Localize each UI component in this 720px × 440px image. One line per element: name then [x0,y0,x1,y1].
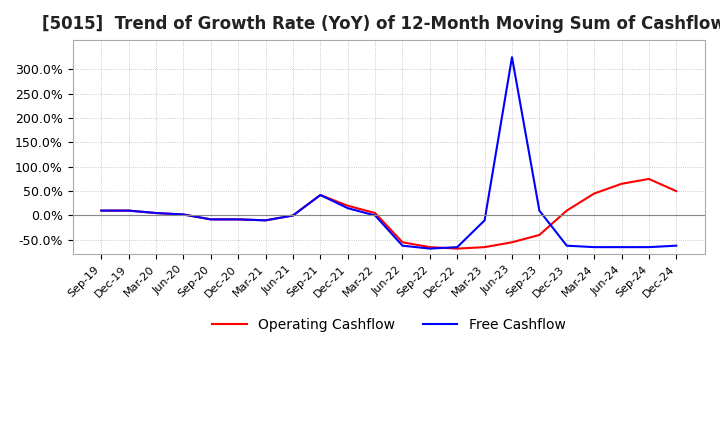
Operating Cashflow [480,245,489,250]
Operating Cashflow [426,245,434,250]
Free Cashflow [316,192,325,198]
Free Cashflow [535,208,544,213]
Legend: Operating Cashflow, Free Cashflow: Operating Cashflow, Free Cashflow [207,312,571,337]
Operating Cashflow [207,217,215,222]
Free Cashflow [480,218,489,223]
Free Cashflow [508,55,516,60]
Operating Cashflow [508,240,516,245]
Free Cashflow [179,212,188,217]
Line: Free Cashflow: Free Cashflow [102,57,676,249]
Operating Cashflow [672,188,680,194]
Free Cashflow [453,245,462,250]
Operating Cashflow [453,246,462,251]
Operating Cashflow [261,218,270,223]
Free Cashflow [562,243,571,248]
Free Cashflow [644,245,653,250]
Operating Cashflow [617,181,626,187]
Free Cashflow [289,213,297,218]
Free Cashflow [590,245,598,250]
Operating Cashflow [535,232,544,238]
Operating Cashflow [179,212,188,217]
Line: Operating Cashflow: Operating Cashflow [102,179,676,249]
Operating Cashflow [152,210,161,216]
Free Cashflow [97,208,106,213]
Free Cashflow [672,243,680,248]
Free Cashflow [343,205,352,211]
Free Cashflow [152,210,161,216]
Operating Cashflow [343,203,352,209]
Operating Cashflow [234,217,243,222]
Operating Cashflow [97,208,106,213]
Operating Cashflow [398,240,407,245]
Free Cashflow [371,213,379,218]
Free Cashflow [234,217,243,222]
Operating Cashflow [316,192,325,198]
Operating Cashflow [590,191,598,196]
Free Cashflow [261,218,270,223]
Free Cashflow [207,217,215,222]
Free Cashflow [125,208,133,213]
Operating Cashflow [289,213,297,218]
Operating Cashflow [125,208,133,213]
Free Cashflow [426,246,434,251]
Operating Cashflow [371,210,379,216]
Operating Cashflow [562,208,571,213]
Free Cashflow [398,243,407,248]
Free Cashflow [617,245,626,250]
Operating Cashflow [644,176,653,182]
Title: [5015]  Trend of Growth Rate (YoY) of 12-Month Moving Sum of Cashflows: [5015] Trend of Growth Rate (YoY) of 12-… [42,15,720,33]
